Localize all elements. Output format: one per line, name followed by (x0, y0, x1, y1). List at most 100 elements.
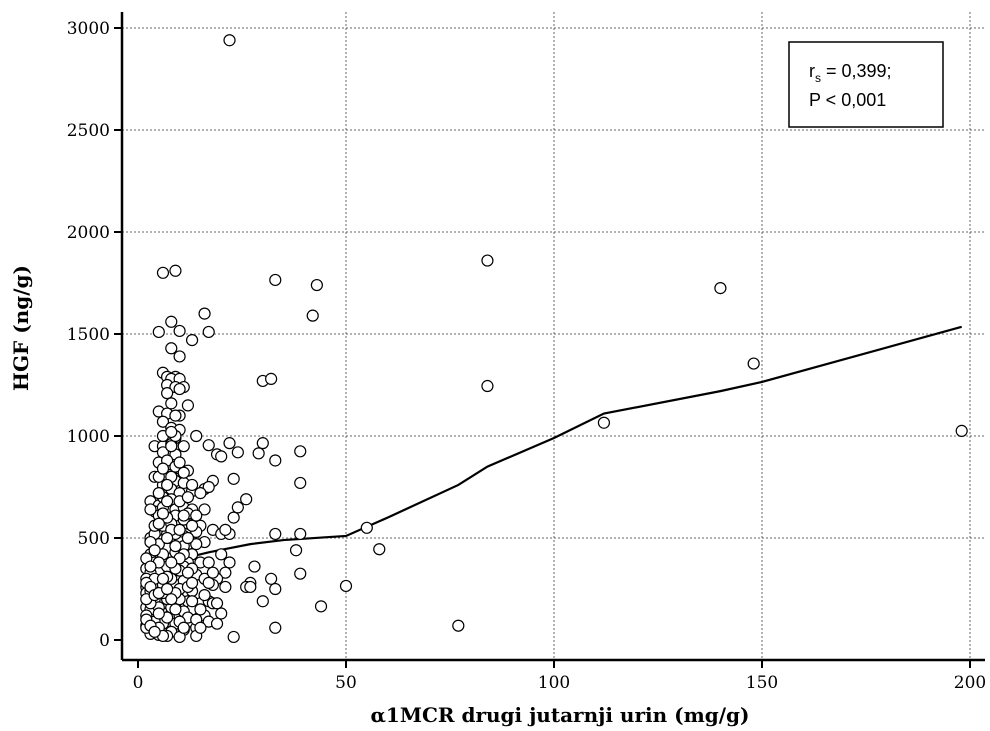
data-point (215, 548, 228, 561)
data-point (185, 595, 199, 608)
data-point (481, 254, 494, 267)
y-tick-label: 2500 (67, 121, 110, 141)
data-point (165, 397, 178, 410)
data-point (252, 447, 265, 460)
data-point (265, 572, 278, 585)
x-tick-label: 0 (133, 673, 144, 693)
data-points (140, 34, 968, 644)
data-point (156, 462, 170, 475)
data-point (223, 34, 236, 47)
data-point (165, 342, 178, 355)
data-point (173, 350, 186, 363)
data-point (173, 523, 186, 536)
y-tick-label: 1500 (67, 325, 110, 345)
annotation-box (788, 41, 944, 128)
data-point (294, 527, 307, 541)
data-point (202, 439, 215, 452)
data-point (294, 445, 307, 458)
y-tick-label: 3000 (67, 19, 110, 39)
axes (114, 12, 985, 668)
data-point (173, 382, 186, 396)
data-point (177, 621, 190, 634)
data-point (148, 625, 161, 638)
data-point (248, 560, 261, 573)
data-point (289, 544, 303, 557)
data-point (156, 266, 170, 279)
data-point (181, 531, 195, 545)
data-point (173, 456, 186, 469)
data-point (306, 309, 319, 322)
data-point (198, 307, 211, 320)
data-point (198, 589, 211, 602)
data-point (173, 324, 186, 338)
data-point (265, 372, 278, 385)
data-point (206, 566, 219, 579)
data-point (231, 501, 244, 514)
data-point (227, 630, 240, 644)
data-point (165, 556, 178, 569)
annotation-subscript: s (815, 71, 821, 85)
data-point (169, 264, 182, 277)
data-point (314, 600, 328, 613)
data-point (452, 619, 465, 632)
data-point (202, 480, 215, 494)
trend-line (141, 325, 962, 629)
data-point (185, 334, 199, 347)
data-point (360, 521, 373, 534)
x-tick-label: 50 (335, 673, 357, 693)
data-point (169, 603, 182, 616)
y-axis-title: HGF (ng/g) (9, 265, 33, 391)
y-tick-label: 2000 (67, 223, 110, 243)
data-point (210, 617, 224, 630)
data-point (181, 491, 195, 504)
y-tick-label: 0 (99, 631, 110, 651)
y-tick-label: 1000 (67, 427, 110, 447)
data-point (161, 495, 174, 508)
data-point (152, 325, 165, 339)
data-point (161, 478, 174, 492)
data-point (747, 357, 760, 370)
data-point (481, 379, 494, 393)
data-point (597, 416, 611, 429)
data-point (339, 579, 353, 593)
annotation-r: r (809, 61, 815, 81)
data-point (194, 603, 207, 616)
data-point (955, 424, 968, 437)
data-point (227, 472, 240, 485)
data-point (152, 607, 165, 620)
data-point (161, 531, 174, 545)
data-point (198, 503, 211, 516)
data-point (194, 621, 207, 634)
x-axis-title: α1MCR drugi jutarnji urin (mg/g) (371, 703, 750, 727)
data-point (185, 519, 199, 532)
stats-annotation: rs = 0,399; P < 0,001 (788, 41, 944, 128)
data-point (202, 576, 215, 589)
data-point (181, 566, 195, 579)
data-point (185, 576, 199, 589)
data-point (269, 273, 282, 287)
data-point (190, 429, 203, 443)
data-point (202, 556, 215, 569)
data-point (310, 278, 323, 292)
data-point (190, 509, 203, 522)
data-point (156, 507, 170, 520)
data-point (202, 325, 215, 339)
annotation-line1: rs = 0,399; (809, 61, 892, 85)
data-point (194, 487, 207, 500)
data-point (152, 517, 165, 530)
data-point (219, 566, 232, 579)
data-point (177, 509, 190, 522)
grid-lines (122, 12, 985, 660)
annotation-value: = 0,399; (821, 61, 892, 81)
data-point (190, 538, 203, 551)
data-point (161, 582, 174, 596)
x-tick-label: 200 (954, 673, 986, 693)
x-tick-label: 150 (746, 673, 778, 693)
data-point (165, 315, 178, 328)
x-tick-labels: 0 50 100 150 200 (133, 673, 987, 693)
data-point (294, 567, 307, 580)
data-point (169, 540, 182, 553)
data-point (169, 409, 182, 422)
data-point (144, 503, 157, 516)
